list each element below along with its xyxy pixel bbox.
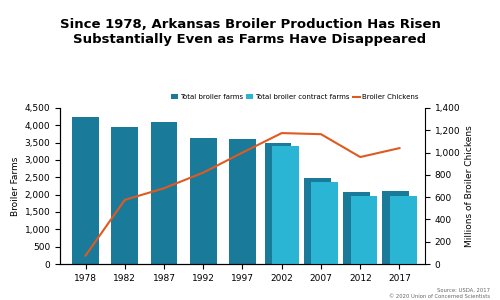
Broiler Chickens: [161, 186, 167, 190]
Broiler Chickens: [357, 155, 363, 159]
Bar: [72, 117, 99, 264]
Bar: [112, 127, 138, 264]
Bar: [229, 139, 256, 264]
Bar: [150, 122, 178, 264]
Bar: [350, 196, 378, 264]
Broiler Chickens: [396, 146, 402, 150]
Legend: Total broiler farms, Total broiler contract farms, Broiler Chickens: Total broiler farms, Total broiler contr…: [168, 91, 421, 103]
Bar: [272, 146, 299, 264]
Line: Broiler Chickens: Broiler Chickens: [86, 133, 400, 256]
Broiler Chickens: [278, 131, 284, 135]
Broiler Chickens: [318, 132, 324, 136]
Text: Since 1978, Arkansas Broiler Production Has Risen
Substantially Even as Farms Ha: Since 1978, Arkansas Broiler Production …: [60, 18, 440, 46]
Bar: [382, 191, 409, 264]
Bar: [343, 192, 370, 264]
Bar: [390, 196, 416, 264]
Bar: [304, 178, 330, 264]
Bar: [264, 143, 291, 264]
Broiler Chickens: [122, 198, 128, 202]
Broiler Chickens: [240, 151, 246, 154]
Y-axis label: Millions of Broiler Chickens: Millions of Broiler Chickens: [464, 125, 473, 247]
Text: Source: USDA, 2017
© 2020 Union of Concerned Scientists: Source: USDA, 2017 © 2020 Union of Conce…: [389, 288, 490, 298]
Bar: [312, 182, 338, 264]
Y-axis label: Broiler Farms: Broiler Farms: [12, 156, 20, 216]
Bar: [190, 138, 216, 264]
Broiler Chickens: [82, 254, 88, 257]
Broiler Chickens: [200, 171, 206, 174]
